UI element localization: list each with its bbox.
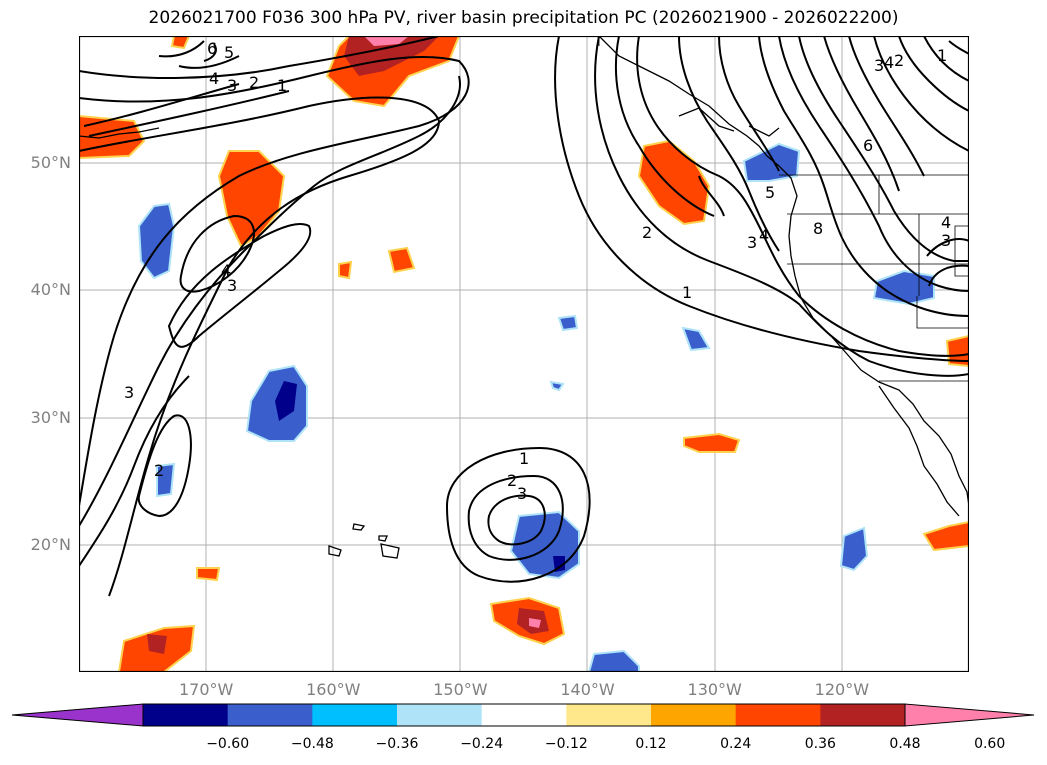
colorbar-segment [397, 704, 483, 726]
precip-negative-strong [553, 556, 565, 572]
colorbar-segment [651, 704, 737, 726]
contour-label: 4 [759, 226, 769, 245]
precip-positive-area [338, 260, 353, 280]
precip-negative-area [156, 462, 176, 498]
map-title: 2026021700 F036 300 hPa PV, river basin … [148, 8, 899, 28]
contour-label: 3 [227, 76, 237, 95]
longitude-label: 130°W [687, 680, 742, 699]
longitude-label: 150°W [433, 680, 488, 699]
longitude-label: 140°W [560, 680, 615, 699]
colorbar-segment [820, 704, 906, 726]
contour-label: 6 [863, 136, 873, 155]
colorbar-segment [735, 704, 821, 726]
precip-strong-area [344, 36, 439, 76]
precip-negative-area [557, 314, 579, 332]
contour-label: 1 [937, 46, 947, 65]
precip-peak-area [529, 618, 541, 628]
contour-label: 4 [221, 261, 231, 280]
precip-negative-area [681, 326, 711, 352]
contour-label: 1 [682, 283, 692, 302]
precip-positive-area [196, 567, 221, 582]
contour-label: 4 [884, 53, 894, 72]
contour-label: 5 [224, 43, 234, 62]
contour-label: 3 [874, 56, 884, 75]
latitude-label: 30°N [30, 407, 71, 427]
contour-label: 2 [154, 461, 164, 480]
latitude-label: 40°N [30, 280, 71, 300]
precip-negative-area [587, 649, 640, 672]
colorbar-tick-label: −0.36 [375, 736, 419, 752]
map-panel: 6 5 4 3 2 1 4 3 3 2 1 2 3 2 1 3 4 5 6 8 … [79, 36, 969, 672]
colorbar-tick-label: 0.36 [804, 736, 836, 752]
precip-negative-strong [275, 381, 297, 421]
colorbar-tick-label: −0.12 [544, 736, 588, 752]
longitude-label: 120°W [814, 680, 870, 699]
contour-label: 3 [941, 231, 951, 250]
contour-label: 3 [517, 484, 527, 503]
contour-label: 6 [207, 39, 217, 58]
contour-label: 3 [124, 383, 134, 402]
colorbar-tick-label: 0.24 [720, 736, 752, 752]
contour-label: 2 [894, 51, 904, 70]
latitude-label: 50°N [30, 153, 71, 173]
contour-label: 2 [507, 471, 517, 490]
precip-positive-area [922, 520, 969, 552]
precip-positive-area [170, 36, 191, 50]
contour-labels: 6 5 4 3 2 1 4 3 3 2 1 2 3 2 1 3 4 5 6 8 … [124, 39, 951, 503]
colorbar-outline [142, 703, 906, 727]
contour-label: 4 [941, 213, 951, 232]
contour-label: 1 [519, 449, 529, 468]
colorbar-tick-label: −0.60 [206, 736, 250, 752]
contour-label: 2 [642, 223, 652, 242]
colorbar-tick-label: −0.48 [290, 736, 334, 752]
contour-label: 2 [249, 73, 259, 92]
contour-label: 3 [227, 276, 237, 295]
precip-strong-area [147, 634, 167, 654]
contour-label: 3 [747, 233, 757, 252]
precip-peak-area [364, 36, 409, 46]
precip-positive-area [387, 246, 416, 274]
colorbar-tick-label: 0.12 [635, 736, 667, 752]
longitude-label: 170°W [178, 680, 234, 699]
colorbar-segment [143, 704, 229, 726]
pv-contours [79, 36, 969, 597]
colorbar-segment [312, 704, 398, 726]
colorbar [11, 703, 1035, 727]
colorbar-segment [227, 704, 313, 726]
coastlines [79, 36, 969, 559]
colorbar-tick-label: −0.24 [460, 736, 504, 752]
colorbar-extend-low [11, 703, 144, 727]
colorbar-tick-label: 0.48 [889, 736, 921, 752]
colorbar-segment [566, 704, 652, 726]
longitude-label: 160°W [306, 680, 361, 699]
colorbar-extend-high [904, 703, 1035, 727]
precip-negative-area [839, 526, 869, 572]
colorbar-tick-label: 0.60 [974, 736, 1006, 752]
colorbar-segment [481, 704, 567, 726]
latitude-label: 20°N [30, 534, 71, 554]
contour-label: 4 [209, 69, 219, 88]
contour-label: 5 [765, 183, 775, 202]
precip-positive-area [683, 432, 741, 453]
contour-label: 8 [813, 219, 823, 238]
precip-negative-area [549, 380, 565, 392]
contour-label: 1 [277, 76, 287, 95]
